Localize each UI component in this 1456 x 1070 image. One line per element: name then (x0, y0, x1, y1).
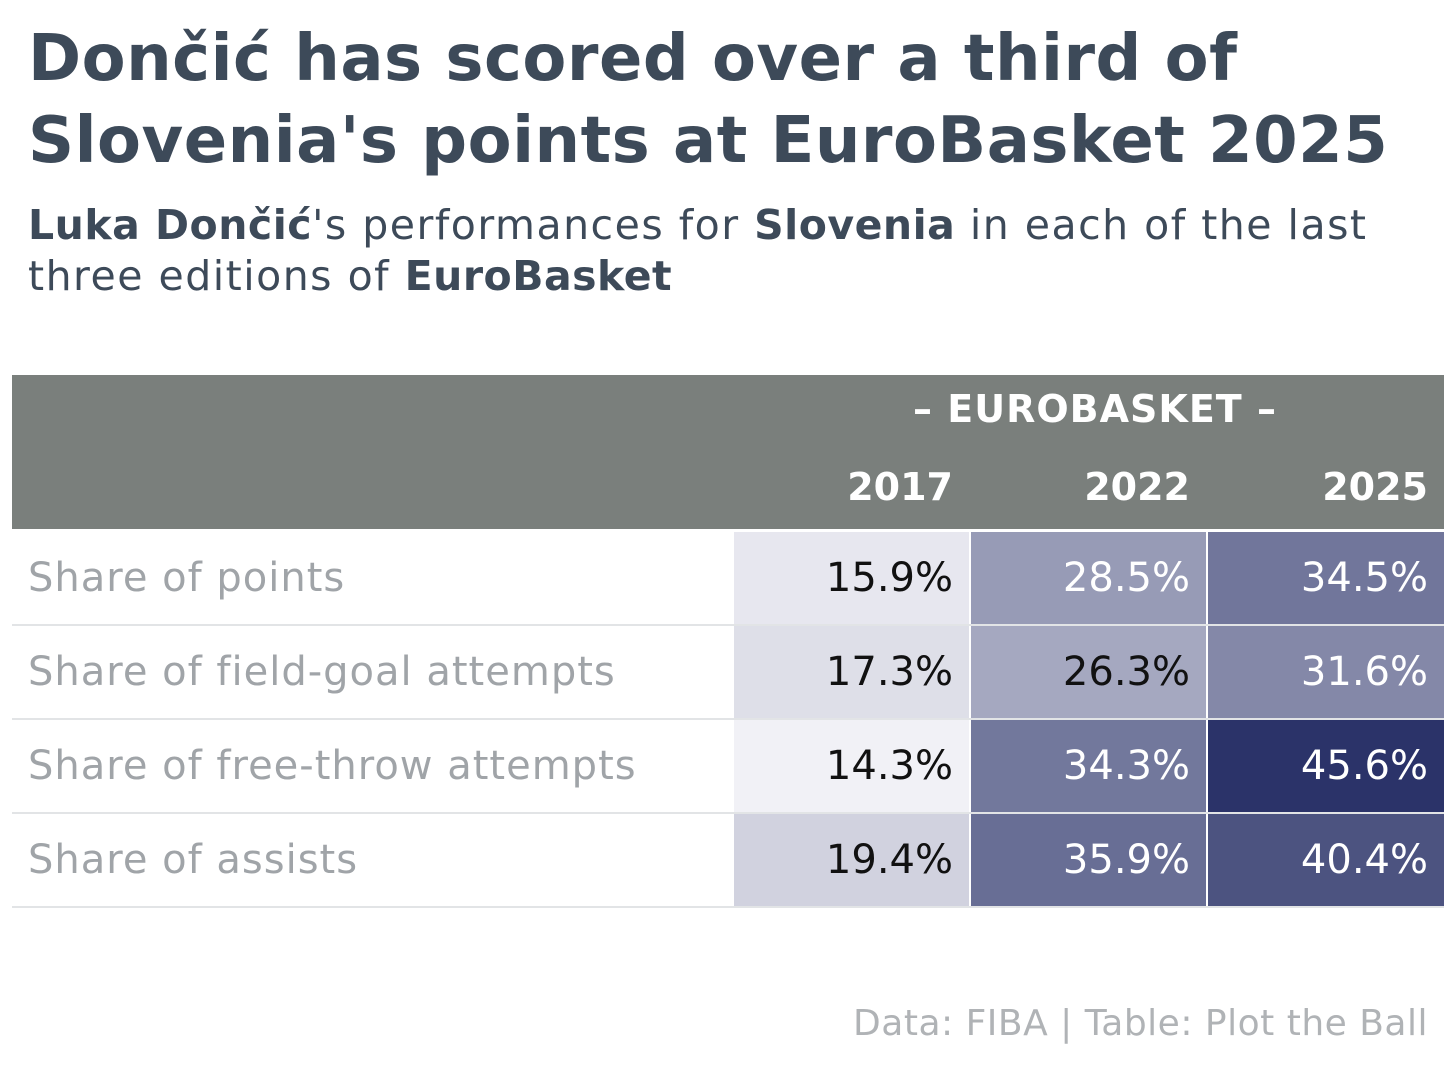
chart-title: Dončić has scored over a third of Sloven… (28, 22, 1389, 178)
table-cell: 34.3% (971, 720, 1206, 812)
table-cell: 45.6% (1208, 720, 1444, 812)
table-cell: 14.3% (734, 720, 969, 812)
column-header-2017: 2017 (847, 465, 953, 509)
table-cell: 17.3% (734, 626, 969, 718)
table-header-band (12, 375, 1444, 529)
chart-subtitle: Luka Dončić's performances for Slovenia … (28, 200, 1438, 302)
table-cell: 19.4% (734, 814, 969, 906)
subtitle-part: 's performances for (312, 201, 755, 249)
subtitle-part: Slovenia (754, 201, 956, 249)
source-note: Data: FIBA | Table: Plot the Ball (853, 1003, 1428, 1044)
row-label: Share of assists (12, 814, 732, 906)
column-header-2025: 2025 (1322, 465, 1428, 509)
table-cell: 15.9% (734, 532, 969, 624)
subtitle-part: EuroBasket (404, 252, 673, 300)
column-spanner: – EUROBASKET – (913, 387, 1277, 431)
row-label: Share of field-goal attempts (12, 626, 732, 718)
row-divider (12, 624, 1444, 626)
row-label: Share of free-throw attempts (12, 720, 732, 812)
row-divider (12, 906, 1444, 908)
table-cell: 31.6% (1208, 626, 1444, 718)
column-header-2022: 2022 (1084, 465, 1190, 509)
row-label: Share of points (12, 532, 732, 624)
row-divider (12, 812, 1444, 814)
table-cell: 26.3% (971, 626, 1206, 718)
row-divider (12, 718, 1444, 720)
table-cell: 40.4% (1208, 814, 1444, 906)
table-cell: 35.9% (971, 814, 1206, 906)
table-cell: 28.5% (971, 532, 1206, 624)
table-cell: 34.5% (1208, 532, 1444, 624)
subtitle-part: in each of the last three editions of (28, 201, 1368, 300)
subtitle-part: Luka Dončić (28, 201, 313, 249)
